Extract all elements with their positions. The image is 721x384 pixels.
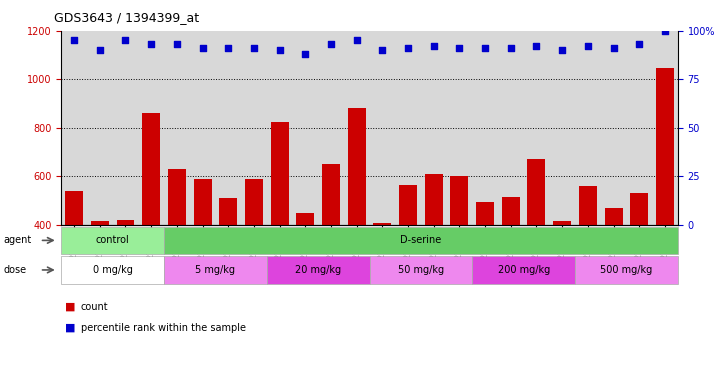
Point xyxy=(223,45,234,51)
Text: dose: dose xyxy=(4,265,27,275)
Bar xyxy=(348,108,366,225)
Text: D-serine: D-serine xyxy=(400,235,441,245)
Bar xyxy=(476,202,494,225)
Bar xyxy=(399,185,417,225)
Bar xyxy=(168,169,186,225)
Text: count: count xyxy=(81,302,108,312)
Text: 20 mg/kg: 20 mg/kg xyxy=(295,265,341,275)
Bar xyxy=(579,186,597,225)
Bar xyxy=(630,193,648,225)
Text: control: control xyxy=(96,235,130,245)
Bar xyxy=(219,198,237,225)
Point xyxy=(94,47,105,53)
Point xyxy=(299,51,311,57)
Bar xyxy=(65,191,83,225)
Bar xyxy=(451,176,469,225)
Bar xyxy=(502,197,520,225)
Bar xyxy=(373,223,392,225)
Bar xyxy=(528,159,546,225)
Point xyxy=(634,41,645,47)
Bar xyxy=(425,174,443,225)
Bar xyxy=(270,122,288,225)
Text: agent: agent xyxy=(4,235,32,245)
Bar xyxy=(322,164,340,225)
Bar xyxy=(553,221,571,225)
Text: 5 mg/kg: 5 mg/kg xyxy=(195,265,235,275)
Bar xyxy=(656,68,674,225)
Bar xyxy=(117,220,135,225)
Point xyxy=(505,45,516,51)
Text: ■: ■ xyxy=(65,323,76,333)
Point xyxy=(402,45,414,51)
Text: ■: ■ xyxy=(65,302,76,312)
Point xyxy=(479,45,491,51)
Text: 200 mg/kg: 200 mg/kg xyxy=(497,265,549,275)
Text: GDS3643 / 1394399_at: GDS3643 / 1394399_at xyxy=(54,12,199,25)
Text: percentile rank within the sample: percentile rank within the sample xyxy=(81,323,246,333)
Text: 500 mg/kg: 500 mg/kg xyxy=(601,265,653,275)
Point xyxy=(582,43,593,49)
Point xyxy=(120,37,131,43)
Bar xyxy=(245,179,263,225)
Bar xyxy=(91,221,109,225)
Bar xyxy=(296,212,314,225)
Point xyxy=(376,47,388,53)
Point xyxy=(428,43,440,49)
Point xyxy=(146,41,157,47)
Point xyxy=(351,37,363,43)
Point xyxy=(248,45,260,51)
Bar xyxy=(604,208,622,225)
Point xyxy=(68,37,80,43)
Point xyxy=(608,45,619,51)
Point xyxy=(557,47,568,53)
Bar xyxy=(142,113,160,225)
Text: 0 mg/kg: 0 mg/kg xyxy=(93,265,133,275)
Point xyxy=(659,28,671,34)
Bar xyxy=(193,179,211,225)
Point xyxy=(197,45,208,51)
Point xyxy=(171,41,182,47)
Point xyxy=(325,41,337,47)
Text: 50 mg/kg: 50 mg/kg xyxy=(398,265,444,275)
Point xyxy=(274,47,286,53)
Point xyxy=(454,45,465,51)
Point xyxy=(531,43,542,49)
